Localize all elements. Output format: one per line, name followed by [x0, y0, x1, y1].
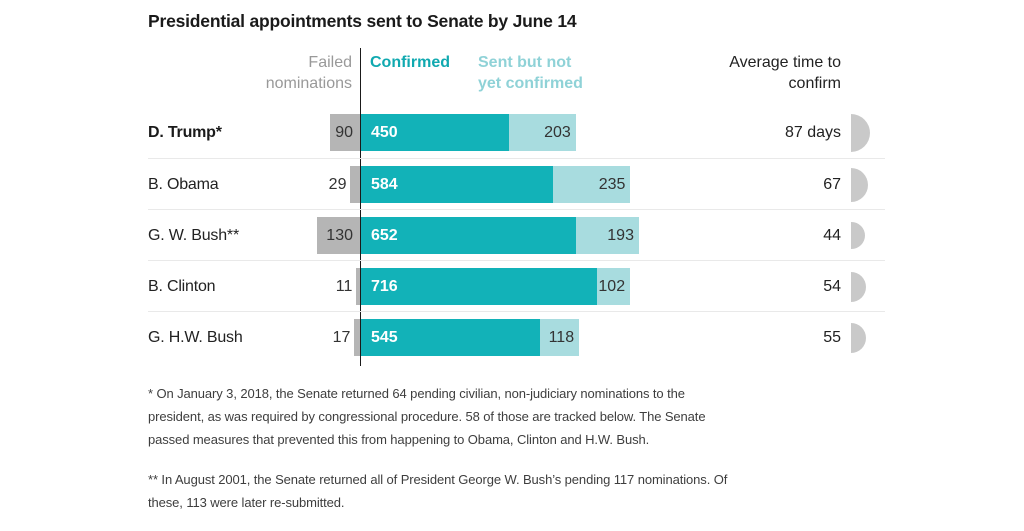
- sent-value: 193: [607, 227, 634, 244]
- average-time-value: 55: [823, 329, 841, 346]
- chart-body: Presidential appointments sent to Senate…: [148, 10, 885, 510]
- sent-not-confirmed-bar: 203: [509, 114, 576, 151]
- failed-nominations-bar: [330, 114, 360, 151]
- chart-row: G. W. Bush** 130 652 193 44: [148, 209, 885, 260]
- chart-title: Presidential appointments sent to Senate…: [148, 11, 577, 31]
- confirmed-value: 545: [371, 329, 398, 346]
- average-time-value: 87 days: [784, 124, 841, 141]
- confirmed-value: 584: [371, 176, 398, 193]
- time-half-circle-icon: [851, 167, 868, 202]
- confirmed-value: 716: [371, 278, 398, 295]
- bar-rows: D. Trump* 90 450 203 87 days B. Obama 29 584 235…: [148, 107, 885, 362]
- time-half-circle-icon: [851, 113, 870, 152]
- chart-row: B. Obama 29 584 235 67: [148, 158, 885, 209]
- footnote-trump-asterisk: * On January 3, 2018, the Senate returne…: [148, 386, 706, 447]
- time-half-circle-icon: [851, 271, 866, 302]
- failed-nominations-bar: [350, 166, 360, 203]
- failed-nominations-bar: [354, 319, 360, 356]
- confirmed-value: 450: [371, 124, 398, 141]
- chart-row: G. H.W. Bush 17 545 118 55: [148, 311, 885, 362]
- chart-row: B. Clinton 11 716 102 54: [148, 260, 885, 311]
- failed-nominations-bar: [356, 268, 360, 305]
- failed-value: 90: [335, 124, 353, 141]
- footnote-gwbush-double-asterisk: ** In August 2001, the Senate returned a…: [148, 472, 728, 510]
- president-label: G. W. Bush**: [148, 227, 239, 244]
- sent-not-confirmed-bar: 193: [575, 217, 639, 254]
- column-header-failed-nominations: Failed nominations: [265, 54, 352, 92]
- column-headers: Failed nominations Confirmed Sent but no…: [148, 50, 885, 107]
- column-header-confirmed: Confirmed: [370, 54, 450, 71]
- footnotes: * On January 3, 2018, the Senate returne…: [148, 382, 893, 531]
- confirmed-bar: 652: [361, 217, 576, 254]
- president-label: B. Obama: [148, 176, 219, 193]
- average-time-value: 44: [823, 227, 841, 244]
- sent-value: 203: [544, 124, 571, 141]
- confirmed-bar: 450: [361, 114, 510, 151]
- sent-not-confirmed-bar: 235: [553, 166, 631, 203]
- failed-value: 17: [332, 329, 351, 346]
- confirmed-bar: 716: [361, 268, 597, 305]
- time-half-circle-icon: [851, 222, 865, 249]
- failed-value: 29: [328, 176, 347, 193]
- president-label: G. H.W. Bush: [148, 329, 243, 346]
- column-header-sent-not-confirmed: Sent but not yet confirmed: [478, 54, 583, 92]
- confirmed-bar: 545: [361, 319, 541, 356]
- axis-baseline: [360, 48, 361, 366]
- sent-value: 235: [598, 176, 626, 193]
- confirmed-value: 652: [371, 227, 398, 244]
- president-label: B. Clinton: [148, 278, 216, 295]
- president-label: D. Trump*: [148, 124, 222, 141]
- sent-value: 118: [548, 329, 575, 346]
- sent-not-confirmed-bar: 102: [596, 268, 631, 305]
- failed-value: 130: [326, 227, 353, 244]
- chart-row: D. Trump* 90 450 203 87 days: [148, 107, 885, 158]
- average-time-value: 54: [823, 278, 841, 295]
- sent-value: 102: [598, 278, 626, 295]
- column-header-average-time: Average time to confirm: [729, 54, 841, 92]
- chart: Presidential appointments sent to Senate…: [148, 10, 885, 510]
- sent-not-confirmed-bar: 118: [540, 319, 580, 356]
- time-half-circle-icon: [851, 322, 866, 353]
- failed-value: 11: [335, 278, 353, 295]
- confirmed-bar: 584: [361, 166, 554, 203]
- average-time-value: 67: [823, 176, 841, 193]
- failed-nominations-bar: [317, 217, 360, 254]
